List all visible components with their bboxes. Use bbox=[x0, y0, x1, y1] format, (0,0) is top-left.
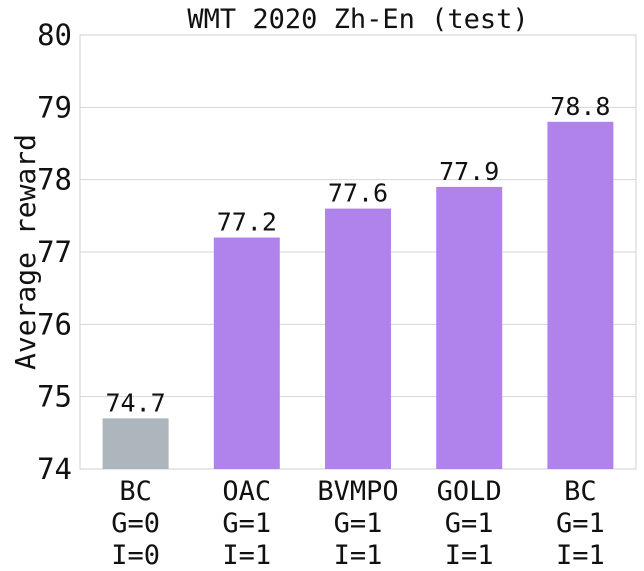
bar-2 bbox=[325, 208, 391, 469]
y-tick-label: 76 bbox=[37, 307, 72, 341]
x-tick-label-line: G=1 bbox=[556, 508, 605, 539]
x-tick-label-line: G=0 bbox=[111, 508, 160, 539]
x-tick-label-4: BC G=1 I=1 bbox=[556, 476, 605, 571]
bar-4 bbox=[547, 121, 614, 470]
data-label-2: 77.6 bbox=[328, 179, 388, 208]
data-label-0: 74.7 bbox=[105, 388, 165, 417]
y-tick-label: 80 bbox=[37, 18, 72, 52]
x-tick-label-line: G=1 bbox=[334, 508, 383, 539]
x-tick-label-line: I=1 bbox=[445, 540, 494, 571]
x-tick-label-line: BC bbox=[119, 476, 152, 507]
data-labels: 74.7 77.2 77.6 77.9 78.8 bbox=[105, 92, 610, 418]
x-tick-label-0: BC G=0 I=0 bbox=[111, 476, 160, 571]
x-tick-label-2: BVMPO G=1 I=1 bbox=[317, 476, 398, 571]
bar-3 bbox=[436, 186, 503, 469]
chart-title: WMT 2020 Zh-En (test) bbox=[187, 4, 528, 35]
y-tick-label: 74 bbox=[37, 452, 72, 486]
x-tick-label-line: I=0 bbox=[111, 540, 160, 571]
y-tick-label: 77 bbox=[37, 235, 72, 269]
x-tick-label-3: GOLD G=1 I=1 bbox=[437, 476, 502, 571]
x-tick-label-1: OAC G=1 I=1 bbox=[222, 476, 271, 571]
x-tick-label-line: I=1 bbox=[222, 540, 271, 571]
x-tick-label-line: G=1 bbox=[222, 508, 271, 539]
bars bbox=[102, 121, 614, 470]
y-tick-label: 78 bbox=[37, 163, 72, 197]
x-tick-label-line: I=1 bbox=[556, 540, 605, 571]
y-axis-label: Average reward bbox=[9, 134, 42, 370]
x-tick-label-line: G=1 bbox=[445, 508, 494, 539]
x-tick-label-line: BVMPO bbox=[317, 476, 398, 507]
x-tick-label-line: GOLD bbox=[437, 476, 502, 507]
bar-0 bbox=[102, 418, 169, 469]
bar-1 bbox=[213, 237, 280, 469]
x-tick-label-line: BC bbox=[564, 476, 597, 507]
y-tick-label: 75 bbox=[37, 380, 72, 414]
y-axis-ticks: 74 75 76 77 78 79 80 bbox=[37, 18, 72, 486]
data-label-1: 77.2 bbox=[217, 208, 277, 237]
data-label-3: 77.9 bbox=[439, 157, 499, 186]
x-tick-label-line: OAC bbox=[222, 476, 271, 507]
data-label-4: 78.8 bbox=[550, 92, 610, 121]
y-tick-label: 79 bbox=[37, 90, 72, 124]
x-tick-label-line: I=1 bbox=[334, 540, 383, 571]
